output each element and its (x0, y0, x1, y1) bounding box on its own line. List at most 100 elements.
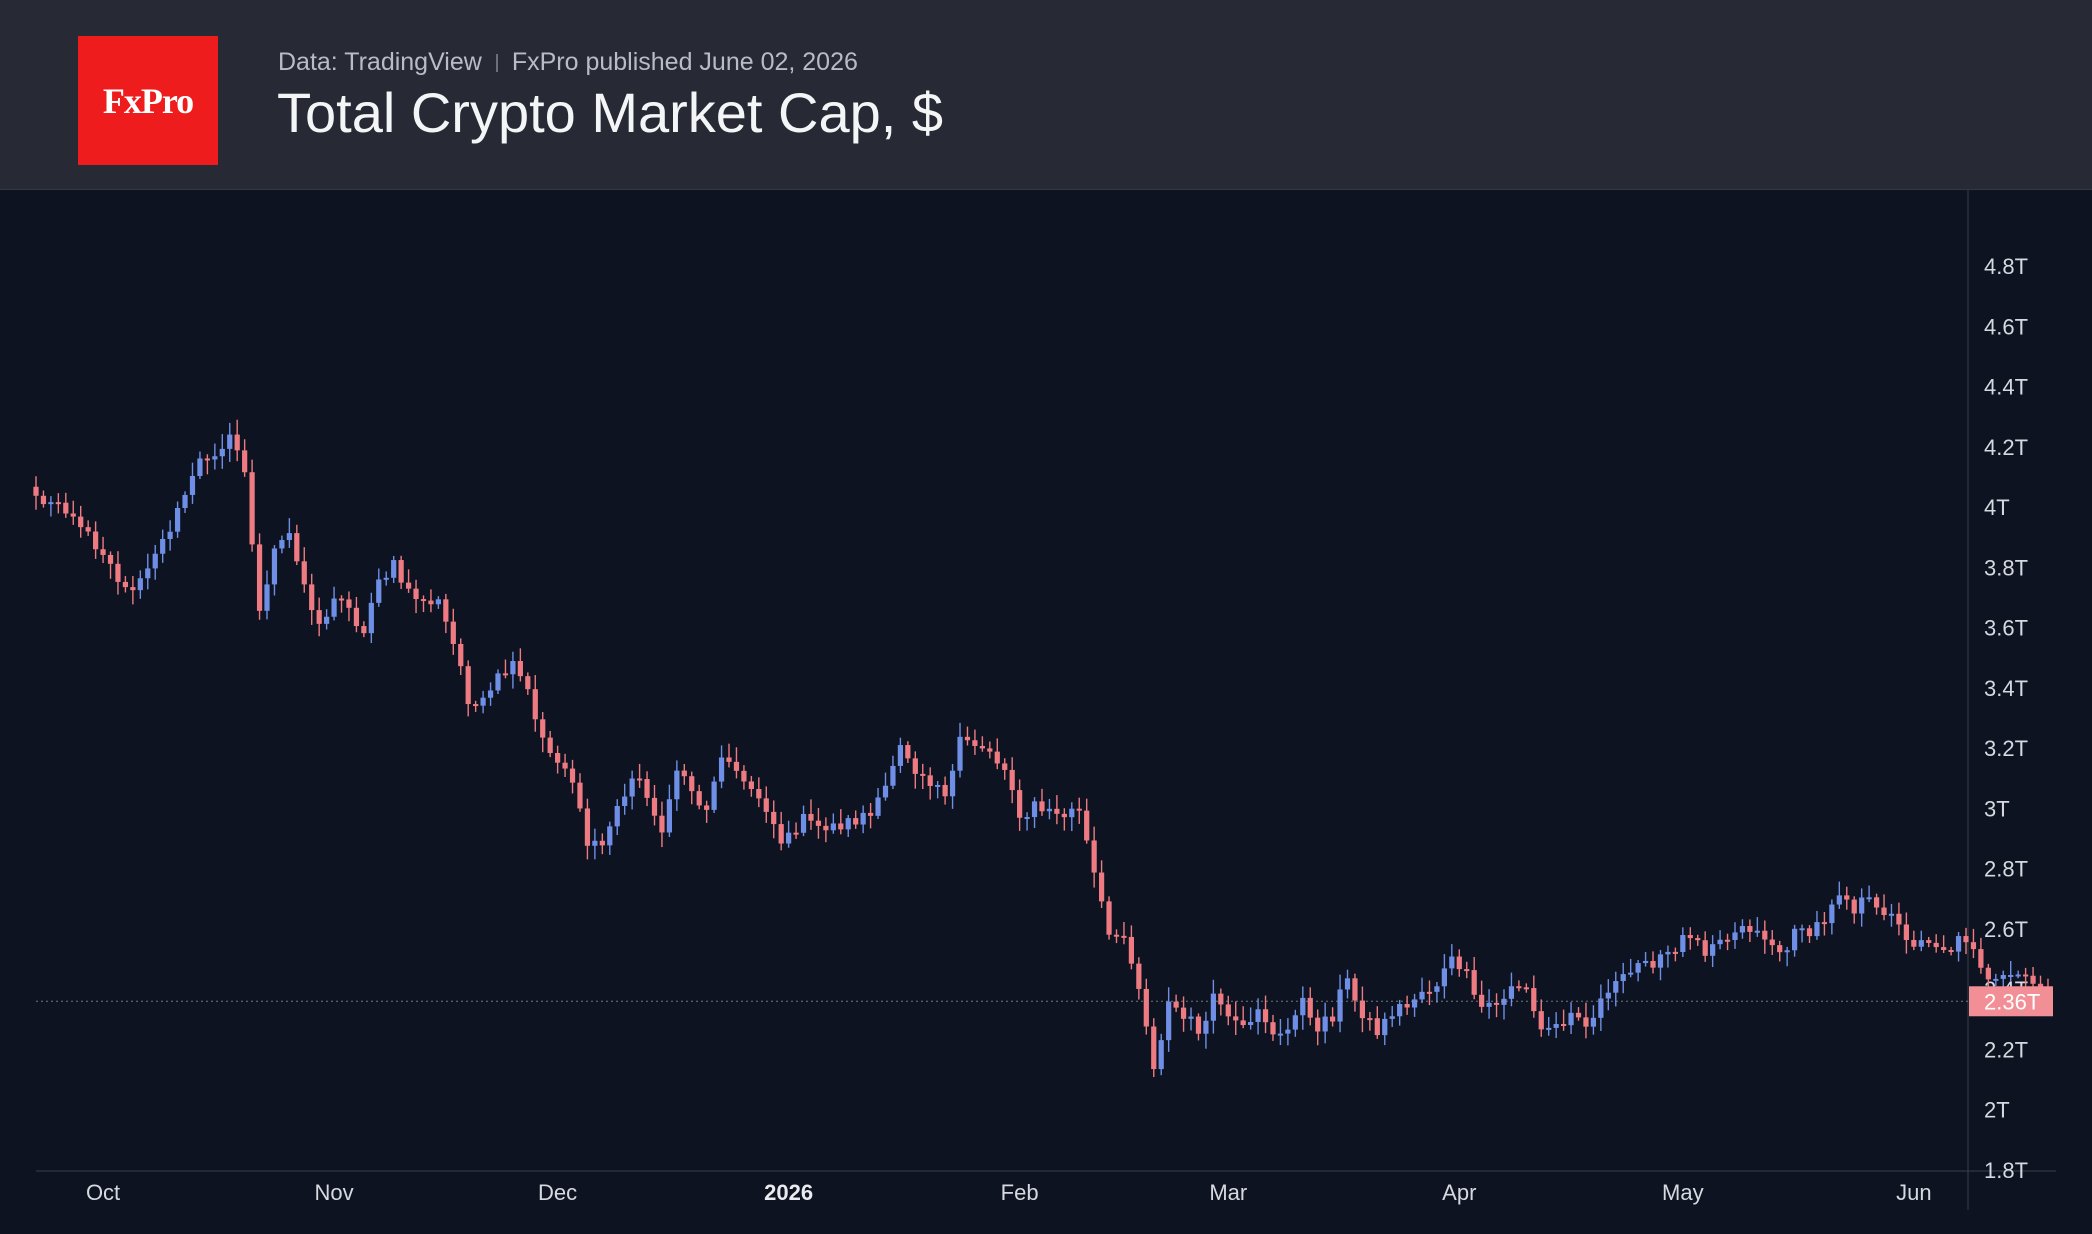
candle-body (1792, 928, 1798, 951)
candle-body (1829, 904, 1835, 924)
candle-body (741, 770, 747, 782)
candle-body (1352, 978, 1358, 1001)
y-tick-label: 3.4T (1984, 676, 2028, 701)
candle-body (1784, 950, 1790, 953)
candle-body (1866, 897, 1872, 900)
candle-body (1486, 1002, 1492, 1007)
candle-body (174, 508, 181, 532)
candle-body (63, 502, 69, 514)
candle-body (1531, 988, 1537, 1012)
header-bar: FxPro Data: TradingView FxPro published … (0, 0, 2092, 190)
y-tick-label: 2.8T (1984, 857, 2028, 882)
candle-body (1873, 897, 1880, 908)
candle-body (271, 548, 278, 585)
candle-body (711, 781, 717, 810)
candle-body (1300, 997, 1306, 1016)
candle-body (1002, 763, 1008, 770)
y-tick-label: 3T (1984, 796, 2010, 821)
candle-body (2008, 974, 2014, 977)
candle-body (1546, 1027, 1552, 1030)
x-tick-label: Mar (1209, 1180, 1247, 1205)
candle-body (1844, 895, 1850, 900)
x-tick-label: Nov (315, 1180, 354, 1205)
candle-body (1173, 1001, 1179, 1008)
candle-body (890, 765, 896, 786)
candle-body (286, 533, 292, 541)
candle-body (1471, 970, 1477, 995)
candle-body (1799, 928, 1805, 931)
candle-body (1933, 942, 1939, 948)
candle-body (659, 815, 665, 833)
candle-body (1218, 993, 1224, 1005)
candle-body (1210, 993, 1216, 1021)
y-tick-label: 3.6T (1984, 616, 2028, 641)
candle-body (279, 540, 285, 549)
candle-body (2023, 974, 2029, 977)
candle-body (204, 458, 210, 461)
candle-body (1426, 991, 1433, 994)
candle-body (1687, 935, 1693, 939)
candle-body (398, 560, 404, 583)
candle-body (1680, 935, 1686, 952)
candle-body (1628, 972, 1634, 975)
candle-body (1777, 945, 1783, 953)
fxpro-logo: FxPro (78, 36, 218, 165)
candle-body (420, 599, 427, 602)
candlestick-chart[interactable]: 4.8T 4.6T 4.4T 4.2T 4T 3.8T 3.6T 3.4T 3.2T 3T 2.8T… (0, 190, 2092, 1234)
candle-body (1598, 998, 1604, 1018)
candle-body (152, 553, 158, 569)
candle-body (107, 554, 114, 564)
candle-body (1113, 934, 1120, 937)
candle-body (942, 784, 948, 797)
candle-body (1941, 947, 1947, 951)
candle-body (1493, 1002, 1500, 1005)
candle-body (1098, 872, 1105, 902)
candle-body (763, 798, 769, 812)
candle-body (666, 799, 673, 833)
candle-body (1151, 1026, 1157, 1070)
candle-body (1739, 926, 1746, 933)
candle-body (1903, 924, 1909, 940)
candle-body (2015, 974, 2021, 977)
candle-body (376, 579, 382, 603)
candle-body (435, 599, 442, 605)
candle-body (1106, 901, 1112, 935)
candle-body (1136, 963, 1142, 989)
candle-body (905, 745, 911, 759)
separator (495, 53, 498, 72)
publisher-label: FxPro published June 02, 2026 (511, 48, 858, 76)
candle-body (897, 745, 904, 766)
candle-body (324, 616, 330, 624)
candle-body (718, 757, 725, 782)
candle-body (681, 770, 687, 777)
candle-body (614, 805, 620, 827)
candle-body (242, 450, 248, 473)
candle-body (875, 797, 881, 816)
candle-body (1046, 808, 1053, 812)
candle-body (1315, 1017, 1321, 1032)
candle-body (1650, 960, 1656, 968)
candle-body (1031, 801, 1038, 818)
chart-area[interactable]: 4.8T 4.6T 4.4T 4.2T 4T 3.8T 3.6T 3.4T 3.2T 3T 2.8T… (0, 190, 2092, 1234)
candle-body (391, 560, 397, 578)
candle-body (1859, 897, 1865, 914)
candle-body (1717, 939, 1723, 945)
candle-body (1039, 801, 1045, 812)
candle-body (1896, 913, 1902, 925)
candle-body (1329, 1016, 1336, 1022)
candle-body (935, 784, 941, 787)
candle-body (405, 582, 412, 589)
x-tick-label: Apr (1442, 1180, 1476, 1205)
candle-body (1754, 930, 1760, 933)
candle-body (78, 516, 84, 528)
candle-body (122, 581, 129, 588)
candle-body (1344, 978, 1351, 990)
candle-body (1560, 1024, 1567, 1027)
candle-body (972, 740, 978, 746)
y-tick-label: 4.2T (1984, 435, 2028, 460)
candle-body (1307, 997, 1313, 1018)
candle-body (1538, 1011, 1544, 1030)
candle-body (1255, 1009, 1261, 1023)
candle-body (1501, 998, 1507, 1005)
candle-body (48, 502, 54, 505)
